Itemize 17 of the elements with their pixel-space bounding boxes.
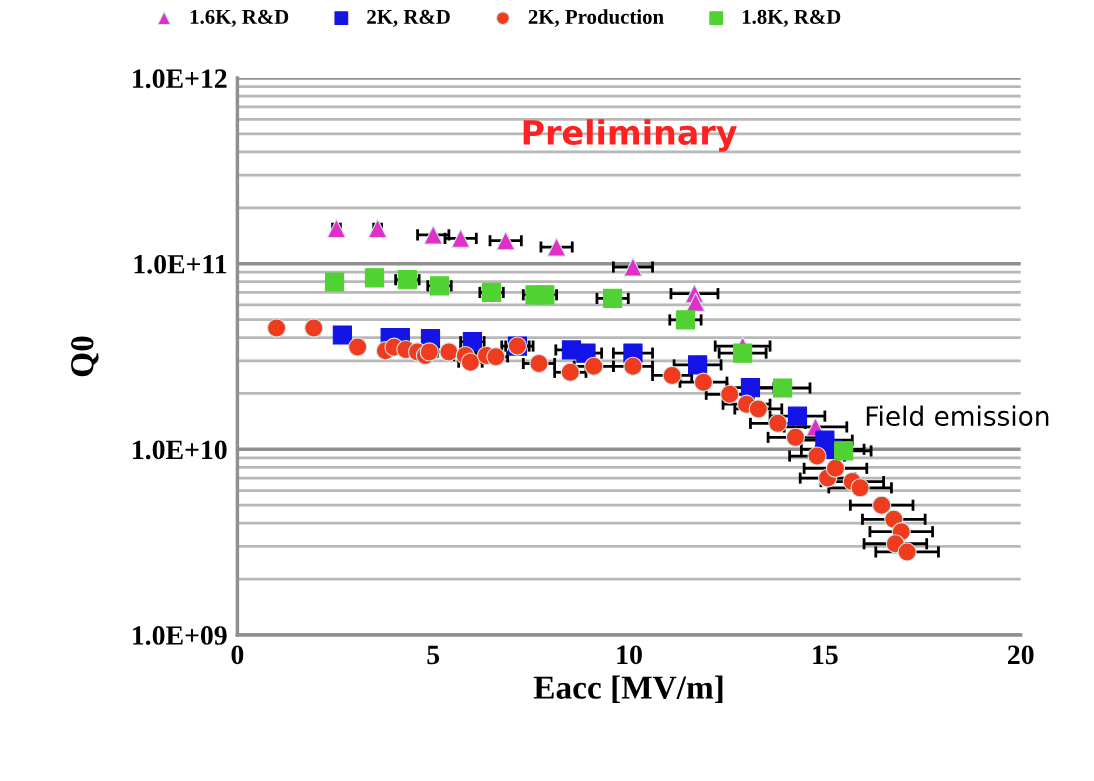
legend-label: 1.8K, R&D <box>742 9 841 27</box>
x-axis-title: Eacc [MV/m] <box>533 675 723 704</box>
x-tick-label: 20 <box>1007 645 1034 665</box>
y-tick-label: 1.0E+09 <box>133 626 227 645</box>
x-tick-label: 10 <box>617 645 642 665</box>
annotation: Preliminary <box>523 119 737 152</box>
x-tick-label: 5 <box>427 645 440 665</box>
x-tick-label: 0 <box>231 645 244 665</box>
y-axis-title: Q0 <box>71 336 99 377</box>
y-tick-label: 1.0E+10 <box>133 440 227 460</box>
legend-label: 2K, Production <box>528 9 664 27</box>
annotation: Field emission <box>866 405 1049 427</box>
legend-label: 1.6K, R&D <box>190 9 289 27</box>
x-tick-label: 15 <box>813 645 838 665</box>
legend-label: 2K, R&D <box>367 9 450 27</box>
y-tick-label: 1.0E+12 <box>133 69 227 89</box>
y-tick-label: 1.0E+11 <box>134 254 227 274</box>
